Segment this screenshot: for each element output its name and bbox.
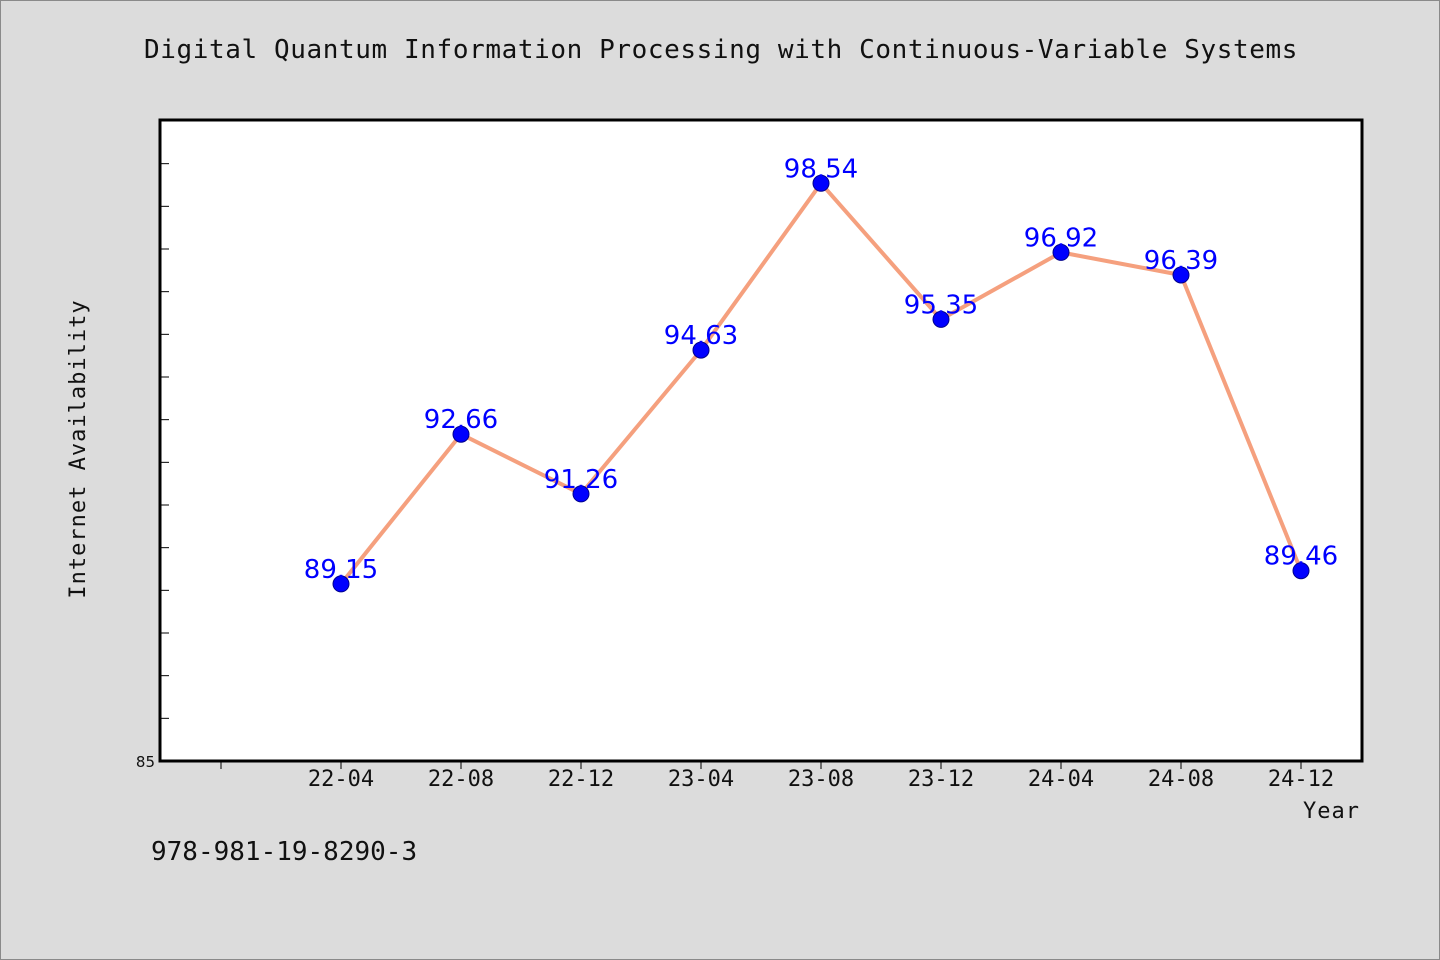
y-axis-ticks [161, 163, 169, 719]
x-tick-label-23-08: 23-08 [788, 767, 854, 792]
x-tick-label-22-12: 22-12 [548, 767, 614, 792]
x-tick-label-22-08: 22-08 [428, 767, 494, 792]
data-label-23-12: 95.35 [904, 290, 978, 320]
x-tick-label-23-04: 23-04 [668, 767, 734, 792]
data-label-22-04: 89.15 [304, 555, 378, 585]
x-tick-label-24-08: 24-08 [1148, 767, 1214, 792]
x-tick-label-22-04: 22-04 [308, 767, 374, 792]
data-point-23-08 [812, 174, 830, 192]
data-point-23-12 [932, 310, 950, 328]
data-point-22-08 [452, 425, 470, 443]
y-axis-min-label: 85 [136, 753, 155, 771]
x-tick-label-23-12: 23-12 [908, 767, 974, 792]
data-label-23-04: 94.63 [664, 321, 738, 351]
x-tick-label-24-12: 24-12 [1268, 767, 1334, 792]
data-point-23-04 [692, 341, 710, 359]
data-point-22-12 [572, 485, 590, 503]
data-labels: 89.15 92.66 91.26 94.63 98.54 95.35 96.92 96.39… [304, 154, 1338, 585]
chart-title: Digital Quantum Information Processing w… [144, 35, 1298, 65]
x-axis-ticks: 22-04 22-08 22-12 23-04 23-08 23-12 24-04 24-08… [220, 761, 1334, 792]
data-markers [332, 174, 1310, 593]
data-point-24-12 [1292, 562, 1310, 580]
data-label-23-08: 98.54 [784, 154, 858, 184]
y-axis-label: Internet Availability [66, 299, 91, 598]
x-tick-label-24-04: 24-04 [1028, 767, 1094, 792]
data-label-24-08: 96.39 [1144, 246, 1218, 276]
data-label-22-08: 92.66 [424, 405, 498, 435]
plot-area [158, 118, 1364, 763]
data-point-22-04 [332, 575, 350, 593]
data-label-24-12: 89.46 [1264, 542, 1338, 572]
data-label-22-12: 91.26 [544, 465, 618, 495]
data-point-24-04 [1052, 243, 1070, 261]
data-label-24-04: 96.92 [1024, 223, 1098, 253]
isbn-footnote: 978-981-19-8290-3 [151, 837, 418, 867]
data-point-24-08 [1172, 266, 1190, 284]
x-axis-label: Year [1303, 799, 1360, 824]
